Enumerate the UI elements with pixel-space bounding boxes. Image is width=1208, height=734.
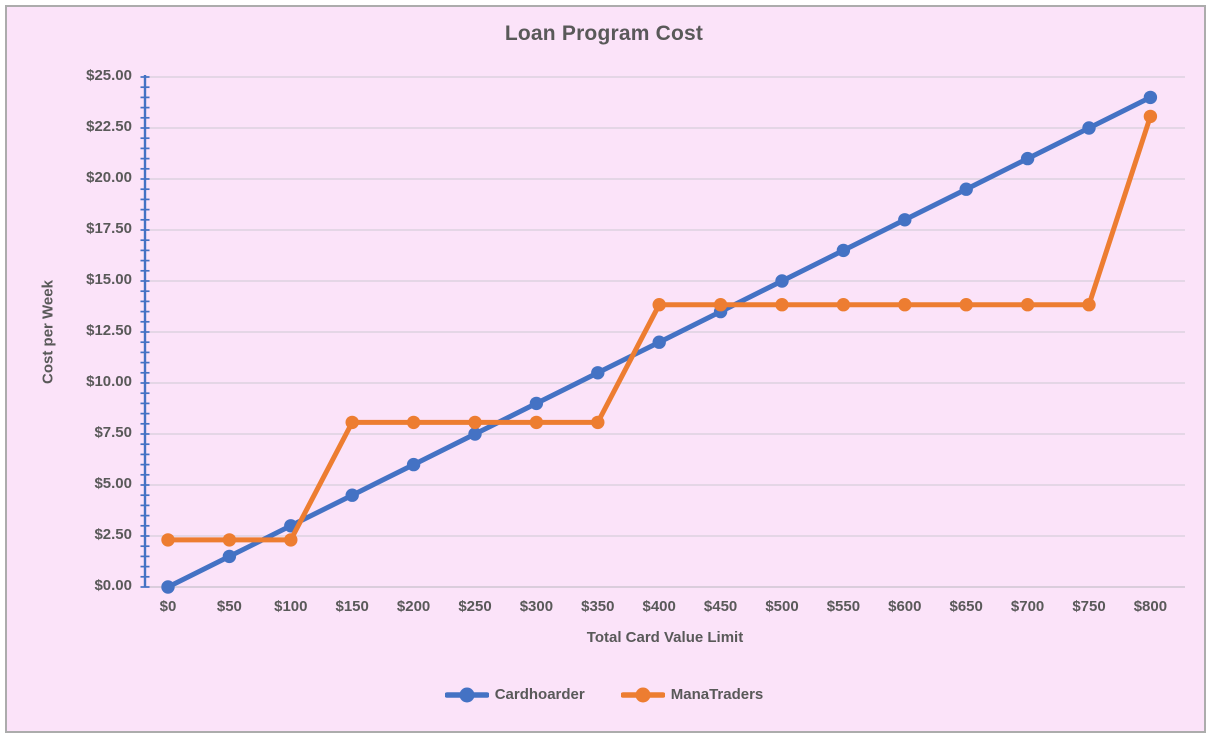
data-point-manatraders [1020,298,1035,312]
legend-item-manatraders[interactable]: ManaTraders [620,686,764,703]
data-point-manatraders [713,298,728,312]
series-line-manatraders [165,113,1153,543]
data-point-manatraders [284,533,298,547]
chart-title: Loan Program Cost [504,22,704,45]
y-tick-label: $7.50 [94,424,132,441]
data-point-manatraders [836,298,851,312]
data-point-cardhoarder [1143,90,1158,105]
data-point-manatraders [898,298,912,312]
data-point-cardhoarder [898,213,912,227]
data-point-manatraders [652,298,666,312]
x-tick-label: $50 [216,598,242,615]
x-tick-label: $600 [888,598,922,615]
data-point-cardhoarder [529,396,544,411]
x-tick-label: $150 [335,598,369,615]
data-point-cardhoarder [836,243,851,258]
x-tick-label: $650 [949,598,983,615]
data-point-manatraders [775,298,789,312]
x-axis-title: Total Card Value Limit [586,629,744,646]
x-tick-label: $350 [581,598,615,615]
data-point-cardhoarder [591,366,605,380]
y-tick-label: $5.00 [94,475,132,492]
x-tick-label: $750 [1072,598,1106,615]
data-point-cardhoarder [1020,151,1035,166]
data-point-cardhoarder [345,488,359,502]
y-tick-label: $15.00 [86,271,132,288]
data-point-manatraders [959,298,973,312]
y-tick-label: $17.50 [86,220,132,237]
legend-item-cardhoarder[interactable]: Cardhoarder [444,686,585,703]
data-point-manatraders [1143,109,1158,124]
x-tick-label: $550 [826,598,861,615]
y-tick-label: $12.50 [86,322,132,339]
x-tick-label: $500 [765,598,799,615]
x-tick-label: $400 [642,598,676,615]
data-point-manatraders [468,415,482,430]
x-tick-label: $800 [1133,598,1168,615]
x-tick-label: $450 [703,598,738,615]
x-tick-label: $200 [396,598,431,615]
data-point-cardhoarder [775,274,789,288]
data-point-manatraders [161,533,175,547]
data-point-manatraders [591,415,605,430]
y-tick-label: $10.00 [86,373,132,390]
data-point-manatraders [529,415,544,430]
x-tick-label: $250 [458,598,492,615]
data-point-cardhoarder [222,549,237,564]
x-tick-label: $300 [519,598,554,615]
y-tick-label: $2.50 [94,526,132,543]
manatraders-line-swatch [620,687,665,702]
data-point-cardhoarder [468,427,482,441]
data-point-cardhoarder [652,335,666,349]
y-tick-label: $0.00 [94,577,132,594]
y-tick-label: $25.00 [86,67,132,84]
data-point-manatraders [222,533,237,547]
x-tick-label: $100 [274,598,308,615]
x-tick-label: $0 [159,598,177,615]
data-point-cardhoarder [406,457,421,472]
data-point-manatraders [345,415,359,430]
data-point-cardhoarder [161,580,175,594]
legend: Cardhoarder ManaTraders [0,686,1208,703]
data-point-manatraders [1082,298,1096,312]
legend-label-manatraders: ManaTraders [670,686,764,703]
data-point-cardhoarder [1082,121,1096,135]
data-point-manatraders [406,415,421,430]
legend-label-cardhoarder: Cardhoarder [494,686,585,703]
y-tick-label: $22.50 [86,118,132,135]
data-point-cardhoarder [959,182,973,196]
x-tick-label: $700 [1010,598,1045,615]
y-tick-label: $20.00 [86,169,132,186]
cardhoarder-line-swatch [444,687,489,702]
